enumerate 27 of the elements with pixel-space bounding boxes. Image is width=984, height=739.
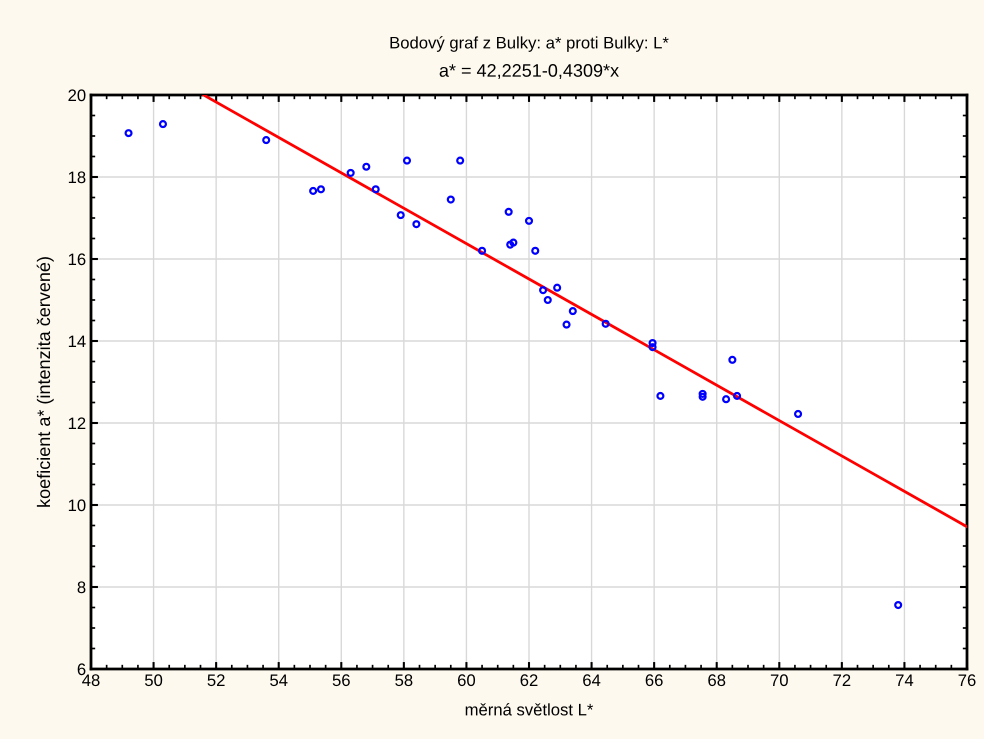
y-tick-label: 20 xyxy=(68,89,86,102)
x-tick-label: 60 xyxy=(458,674,476,686)
y-tick-label: 12 xyxy=(68,417,86,430)
x-tick-label: 62 xyxy=(520,674,538,686)
x-tick-label: 58 xyxy=(395,674,412,686)
y-tick-label: 14 xyxy=(68,336,86,348)
x-tick-label: 50 xyxy=(144,674,162,686)
y-tick-label: 10 xyxy=(68,499,86,512)
x-tick-label: 74 xyxy=(896,674,914,686)
y-axis-title: koeficient a* (intenzita červené) xyxy=(36,257,54,507)
x-tick-label: 70 xyxy=(770,674,788,686)
x-tick-label: 64 xyxy=(583,674,600,686)
chart-title: Bodový graf z Bulky: a* proti Bulky: L* xyxy=(390,36,669,52)
x-tick-label: 76 xyxy=(958,674,976,686)
y-tick-label: 18 xyxy=(68,171,86,184)
chart-subtitle: a* = 42,2251-0,4309*x xyxy=(440,64,619,79)
x-tick-label: 52 xyxy=(208,674,225,686)
x-tick-label: 66 xyxy=(646,674,663,686)
y-tick-label: 6 xyxy=(78,663,86,676)
y-tick-label: 8 xyxy=(78,581,86,594)
y-tick-label: 16 xyxy=(68,253,86,266)
x-tick-label: 56 xyxy=(332,674,350,686)
x-tick-label: 72 xyxy=(833,674,850,686)
x-axis-title: měrná světlost L* xyxy=(466,703,594,716)
x-tick-label: 48 xyxy=(82,674,100,686)
x-tick-label: 54 xyxy=(270,674,288,686)
x-tick-label: 68 xyxy=(708,674,726,686)
